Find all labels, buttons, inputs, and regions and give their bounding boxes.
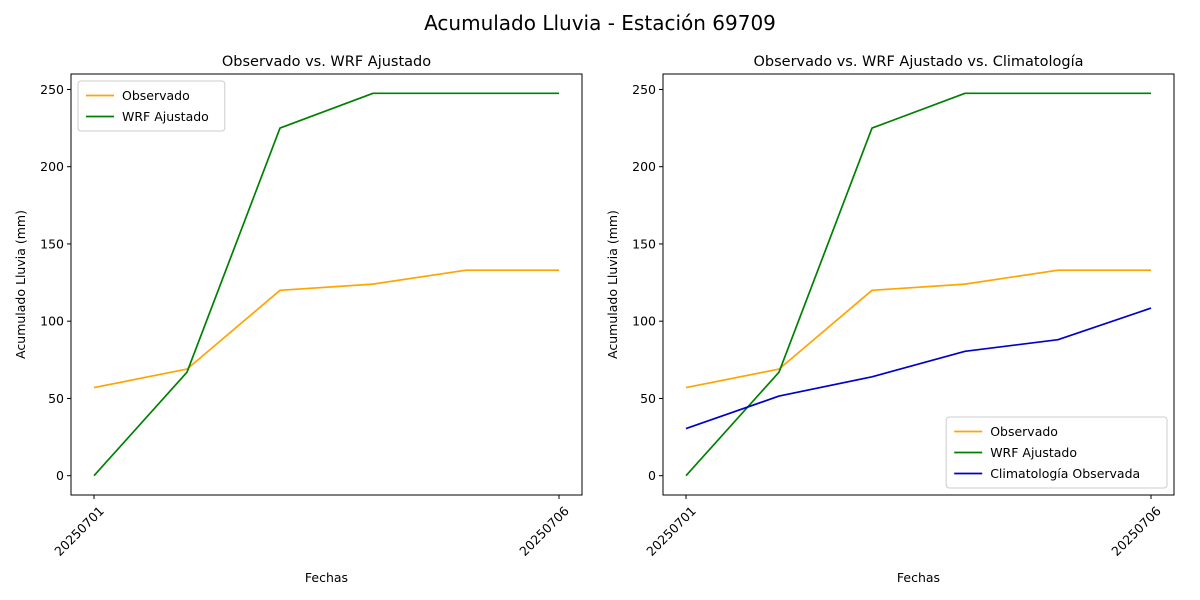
charts: Observado vs. WRF Ajustado 0 50 100 150 200 25… — [13, 54, 1175, 585]
series-line-2 — [685, 92, 1151, 477]
legend: Observado WRF Ajustado — [77, 80, 226, 132]
x-axis-label: Fechas — [897, 570, 940, 585]
legend-label-2: WRF Ajustado — [990, 445, 1077, 460]
y-tick-label: 150 — [632, 236, 656, 251]
y-tick-label: 0 — [648, 468, 656, 483]
chart-title: Observado vs. WRF Ajustado — [222, 54, 431, 70]
chart-1: Observado vs. WRF Ajustado 0 50 100 150 200 25… — [13, 54, 583, 585]
y-tick-label: 200 — [40, 159, 64, 174]
legend-box — [77, 80, 226, 132]
legend-label-3: Climatología Observada — [990, 466, 1140, 481]
x-tick-label: 20250701 — [51, 503, 107, 559]
y-tick-label: 150 — [40, 236, 64, 251]
legend: Observado WRF Ajustado Climatología Observ… — [945, 416, 1168, 489]
y-tick-label: 50 — [640, 391, 656, 406]
y-axis-label: Acumulado Lluvia (mm) — [605, 210, 620, 359]
y-tick-label: 50 — [48, 391, 64, 406]
legend-label-1: Observado — [122, 88, 190, 103]
series-line-2 — [93, 92, 559, 477]
chart-2: Observado vs. WRF Ajustado vs. Climatolo… — [605, 54, 1175, 585]
x-axis-label: Fechas — [305, 570, 348, 585]
plot-frame — [70, 73, 583, 496]
y-tick-label: 200 — [632, 159, 656, 174]
y-tick-label: 100 — [632, 314, 656, 329]
plot-frame — [662, 73, 1175, 496]
legend-label-1: Observado — [990, 424, 1058, 439]
legend-box — [945, 416, 1168, 489]
series-line-3 — [685, 307, 1152, 430]
series-line-1 — [93, 269, 559, 389]
x-tick-label: 20250706 — [516, 503, 572, 559]
chart-title: Observado vs. WRF Ajustado vs. Climatolo… — [754, 54, 1084, 70]
legend-label-2: WRF Ajustado — [122, 109, 209, 124]
x-tick-label: 20250701 — [643, 503, 699, 559]
x-tick-label: 20250706 — [1108, 503, 1164, 559]
series-line-1 — [685, 269, 1151, 389]
y-tick-label: 0 — [56, 468, 64, 483]
figure-title: Acumulado Lluvia - Estación 69709 — [424, 11, 776, 35]
y-tick-label: 250 — [632, 82, 656, 97]
y-axis-label: Acumulado Lluvia (mm) — [13, 210, 28, 359]
y-tick-label: 250 — [40, 82, 64, 97]
y-tick-label: 100 — [40, 314, 64, 329]
